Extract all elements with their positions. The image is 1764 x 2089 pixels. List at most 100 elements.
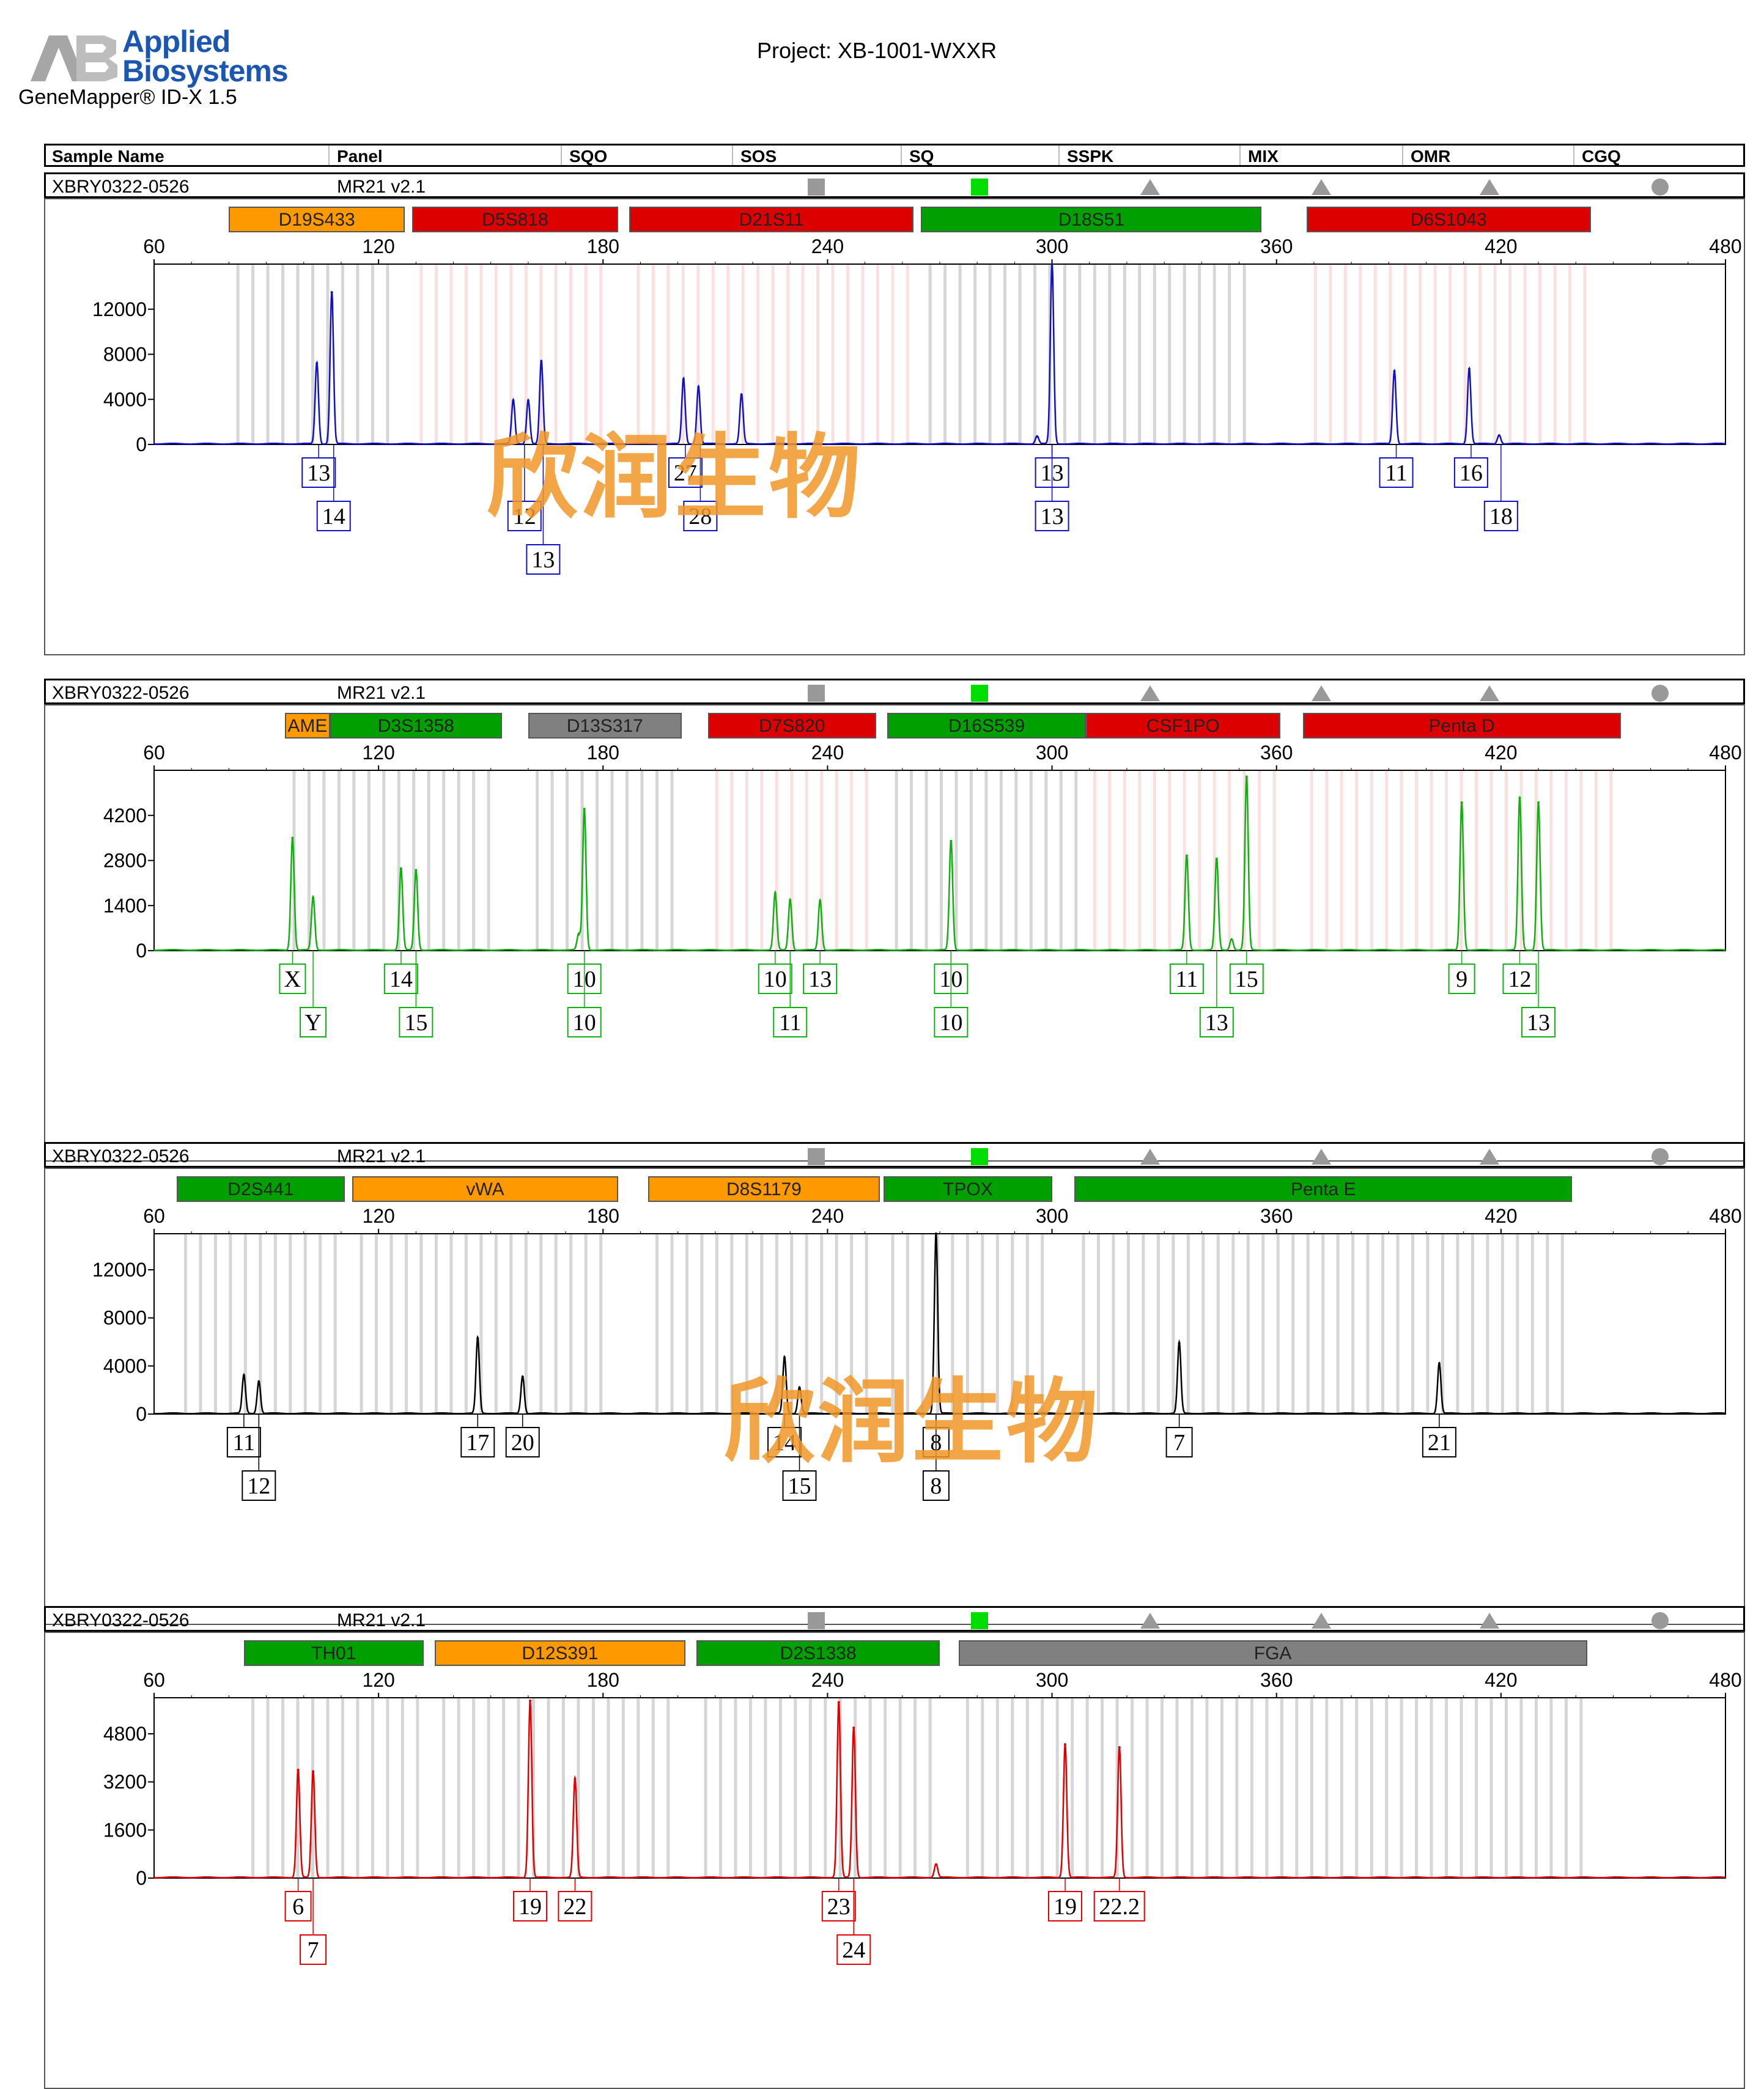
locus-marker-d7s820[interactable]: D7S820 <box>707 713 876 739</box>
electropherogram-panel <box>44 704 1745 1162</box>
allele-bin <box>928 1698 932 1878</box>
allele-call-box[interactable] <box>1379 457 1414 488</box>
allele-call-box[interactable] <box>836 1934 871 1965</box>
locus-marker-d2s1338[interactable]: D2S1338 <box>696 1640 940 1666</box>
col-sspk[interactable]: SSPK <box>1067 147 1114 166</box>
locus-marker-d21s11[interactable]: D21S11 <box>629 207 914 232</box>
locus-marker-d19s433[interactable]: D19S433 <box>229 207 405 232</box>
allele-call-box[interactable] <box>782 1470 817 1501</box>
allele-call-box[interactable] <box>242 1470 276 1501</box>
allele-call-box[interactable] <box>767 1427 802 1457</box>
locus-marker-d8s1179[interactable]: D8S1179 <box>648 1176 880 1202</box>
allele-bin <box>756 264 760 444</box>
allele-call-box[interactable] <box>301 457 336 488</box>
col-panel[interactable]: Panel <box>337 147 383 166</box>
locus-marker-tpox[interactable]: TPOX <box>884 1176 1052 1202</box>
allele-bin <box>965 1234 969 1414</box>
allele-bin <box>251 264 255 444</box>
allele-call-box[interactable] <box>284 1891 312 1921</box>
allele-call-box[interactable] <box>1521 1007 1556 1037</box>
peak-apex <box>528 1699 531 1702</box>
allele-call-box[interactable] <box>758 963 792 994</box>
allele-call-box[interactable] <box>668 457 703 488</box>
locus-marker-ame[interactable]: AME <box>285 713 330 739</box>
allele-call-box[interactable] <box>505 1427 540 1457</box>
allele-bin <box>835 1234 838 1414</box>
sample-info-row[interactable]: XBRY0322-0526 MR21 v2.1 <box>44 1606 1745 1632</box>
sample-info-row[interactable]: XBRY0322-0526 MR21 v2.1 <box>44 1142 1745 1168</box>
allele-call-box[interactable] <box>922 1470 950 1501</box>
allele-call-box[interactable] <box>558 1891 592 1921</box>
col-sqo[interactable]: SQO <box>569 147 608 166</box>
allele-bin <box>1430 1698 1433 1878</box>
allele-call-box[interactable] <box>1453 457 1488 488</box>
locus-marker-d16s539[interactable]: D16S539 <box>887 713 1086 739</box>
allele-call-box[interactable] <box>512 1891 547 1921</box>
locus-marker-d18s51[interactable]: D18S51 <box>921 207 1262 232</box>
allele-call-box[interactable] <box>773 1007 808 1037</box>
allele-call-box[interactable] <box>1165 1427 1193 1457</box>
locus-marker-d13s317[interactable]: D13S317 <box>528 713 682 739</box>
allele-call-box[interactable] <box>399 1007 434 1037</box>
allele-call-box[interactable] <box>526 544 561 575</box>
allele-call-box[interactable] <box>460 1427 495 1457</box>
allele-bin <box>1400 1698 1403 1878</box>
allele-bin <box>801 264 805 444</box>
locus-marker-penta-e[interactable]: Penta E <box>1074 1176 1573 1202</box>
peak-apex <box>837 1701 840 1704</box>
locus-marker-th01[interactable]: TH01 <box>243 1640 424 1666</box>
x-tick-label: 240 <box>811 1205 844 1227</box>
allele-call-box[interactable] <box>507 501 542 531</box>
allele-call-label: 13 <box>808 967 832 992</box>
allele-call-box[interactable] <box>226 1427 261 1457</box>
allele-call-box[interactable] <box>1229 963 1264 994</box>
locus-marker-csf1po[interactable]: CSF1PO <box>1085 713 1280 739</box>
allele-call-box[interactable] <box>934 1007 969 1037</box>
allele-call-box[interactable] <box>803 963 838 994</box>
allele-call-box[interactable] <box>1035 501 1069 531</box>
x-tick-label: 480 <box>1709 1205 1741 1227</box>
allele-call-box[interactable] <box>279 963 306 994</box>
locus-marker-d12s391[interactable]: D12S391 <box>434 1640 685 1666</box>
locus-marker-d3s1358[interactable]: D3S1358 <box>330 713 503 739</box>
locus-marker-fga[interactable]: FGA <box>958 1640 1587 1666</box>
col-omr[interactable]: OMR <box>1411 147 1451 166</box>
allele-bin <box>816 264 820 444</box>
allele-bin <box>1029 770 1033 951</box>
col-mix[interactable]: MIX <box>1248 147 1279 166</box>
col-sq[interactable]: SQ <box>909 147 934 166</box>
sample-info-row[interactable]: XBRY0322-0526 MR21 v2.1 <box>44 679 1745 704</box>
allele-call-box[interactable] <box>316 501 351 531</box>
sample-info-row[interactable]: XBRY0322-0526 MR21 v2.1 <box>44 172 1745 198</box>
col-cgq[interactable]: CGQ <box>1582 147 1621 166</box>
allele-bin <box>524 1234 528 1414</box>
allele-call-box[interactable] <box>1448 963 1475 994</box>
locus-marker-vwa[interactable]: vWA <box>352 1176 618 1202</box>
locus-marker-penta-d[interactable]: Penta D <box>1302 713 1621 739</box>
allele-call-box[interactable] <box>1169 963 1204 994</box>
allele-call-box[interactable] <box>1047 1891 1082 1921</box>
allele-call-box[interactable] <box>300 1007 327 1037</box>
allele-bin <box>1041 1234 1044 1414</box>
allele-bin <box>988 264 992 444</box>
allele-call-box[interactable] <box>567 1007 602 1037</box>
allele-call-box[interactable] <box>1483 501 1518 531</box>
allele-call-box[interactable] <box>300 1934 327 1965</box>
allele-call-box[interactable] <box>383 963 418 994</box>
locus-marker-d5s818[interactable]: D5S818 <box>412 207 618 232</box>
allele-call-box[interactable] <box>683 501 718 531</box>
allele-call-box[interactable] <box>1199 1007 1234 1037</box>
allele-bin <box>419 264 423 444</box>
brand-line-2: Biosystems <box>122 54 289 88</box>
allele-bin <box>940 770 943 951</box>
allele-call-box[interactable] <box>821 1891 856 1921</box>
allele-call-box[interactable] <box>1093 1891 1145 1921</box>
software-version: GeneMapper® ID-X 1.5 <box>18 86 237 109</box>
allele-call-box[interactable] <box>1422 1427 1456 1457</box>
x-tick-label: 420 <box>1485 1205 1517 1227</box>
col-sample-name[interactable]: Sample Name <box>52 147 164 166</box>
locus-marker-d6s1043[interactable]: D6S1043 <box>1306 207 1591 232</box>
allele-call-box[interactable] <box>1502 963 1537 994</box>
locus-marker-d2s441[interactable]: D2S441 <box>176 1176 345 1202</box>
col-sos[interactable]: SOS <box>740 147 777 166</box>
